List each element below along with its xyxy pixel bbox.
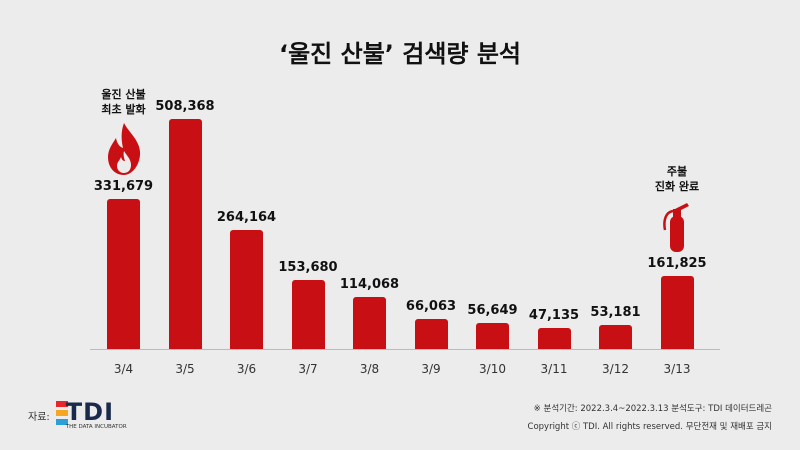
x-tick-label-3-10: 3/10 [479,362,506,376]
x-tick-label-3-12: 3/12 [602,362,629,376]
fire-icon [107,123,140,176]
x-axis-line [90,349,720,350]
value-label-3-12: 53,181 [590,304,641,320]
value-label-3-10: 56,649 [467,303,518,319]
value-label-3-11: 47,135 [528,307,580,323]
bar-3-9 [414,319,448,349]
bar-3-12 [599,324,632,349]
x-tick-label-3-6: 3/6 [236,362,257,376]
x-tick-label-3-11: 3/11 [540,362,568,376]
x-tick-label-3-5: 3/5 [175,362,195,376]
bar-3-7 [291,279,325,349]
annotation-3-4: 울진 산불 최초 발화 [64,87,184,117]
source-label: 자료: [28,411,50,423]
bar-3-4 [107,199,140,349]
fire-extinguisher-icon [663,202,689,252]
value-label-3-9: 66,063 [405,299,457,315]
value-label-3-13: 161,825 [647,255,707,271]
bar-3-6 [230,229,263,349]
x-tick-label-3-7: 3/7 [298,362,318,376]
value-label-3-4: 331,679 [93,179,154,195]
chart-title: ‘울진 산불’ 검색량 분석 [278,40,522,68]
bar-3-13 [660,275,694,349]
bar-3-8 [353,297,386,349]
tdi-logo: TDI THE DATA INCUBATOR [55,398,146,432]
x-tick-label-3-4: 3/4 [113,362,134,376]
x-tick-label-3-9: 3/9 [421,362,441,376]
annotation-line: 최초 발화 [101,103,146,117]
annotation-line: 진화 완료 [654,179,700,193]
source-logo-block: 자료: TDI THE DATA INCUBATOR [28,398,146,432]
bar-3-11 [537,327,571,349]
x-tick-label-3-8: 3/8 [359,362,380,376]
value-label-3-6: 264,164 [216,209,277,225]
value-label-3-5: 508,368 [155,99,215,115]
tdi-logo-tagline: THE DATA INCUBATOR [65,424,127,430]
annotation-line: 주불 [666,164,688,178]
tdi-logo-text: TDI [65,398,115,426]
value-label-3-8: 114,068 [339,277,400,293]
tdi-logo-stripes-icon [55,401,68,425]
annotation-3-13: 주불 진화 완료 [617,164,737,194]
bar-3-5 [168,119,202,349]
value-label-3-7: 153,680 [278,259,338,275]
copyright-note: Copyright ⓒ TDI. All rights reserved. 무단… [527,422,772,432]
analysis-period-note: ※ 분석기간: 2022.3.4~2022.3.13 분석도구: TDI 데이터… [533,404,772,414]
x-tick-label-3-13: 3/13 [663,362,691,376]
bar-3-10 [476,323,509,349]
annotation-line: 울진 산불 [101,88,146,102]
